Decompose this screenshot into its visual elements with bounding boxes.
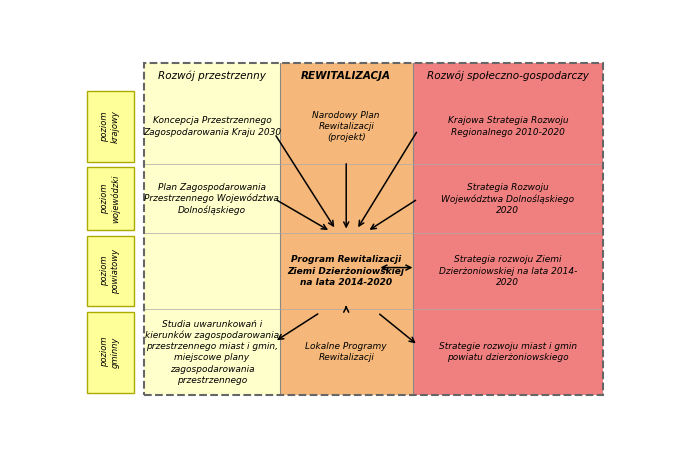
Text: Studia uwarunkowań i
kierunków zagospodarowania
przestrzennego miast i gmin,
mie: Studia uwarunkowań i kierunków zagospoda… [145,320,279,385]
Text: Plan Zagospodarowania
Przestrzennego Województwa
Dolnośląskiego: Plan Zagospodarowania Przestrzennego Woj… [145,183,279,215]
Text: Koncepcja Przestrzennego
Zagospodarowania Kraju 2030: Koncepcja Przestrzennego Zagospodarowani… [143,117,281,137]
FancyBboxPatch shape [87,312,134,392]
Text: Strategia Rozwoju
Województwa Dolnośląskiego
2020: Strategia Rozwoju Województwa Dolnośląsk… [441,183,575,215]
Text: Narodowy Plan
Rewitalizacji
(projekt): Narodowy Plan Rewitalizacji (projekt) [312,111,380,142]
Bar [280,63,413,395]
FancyBboxPatch shape [87,236,134,306]
Text: poziom
krajowy: poziom krajowy [100,110,120,143]
Text: Rozwój przestrzenny: Rozwój przestrzenny [158,70,266,81]
Bar [144,63,280,395]
Text: poziom
powiatowy: poziom powiatowy [100,248,120,293]
Text: Lokalne Programy
Rewitalizacji: Lokalne Programy Rewitalizacji [306,342,387,362]
FancyBboxPatch shape [87,167,134,230]
Bar [413,63,603,395]
Text: Rozwój społeczno-gospodarczy: Rozwój społeczno-gospodarczy [427,70,589,81]
Text: poziom
gminny: poziom gminny [100,337,120,368]
Text: Program Rewitalizacji
Ziemi Dzierżoniowskiej
na lata 2014-2020: Program Rewitalizacji Ziemi Dzierżoniows… [288,256,404,287]
Text: Krajowa Strategia Rozwoju
Regionalnego 2010-2020: Krajowa Strategia Rozwoju Regionalnego 2… [448,117,568,137]
Text: poziom
wojewódzki: poziom wojewódzki [100,175,120,223]
Text: Strategia rozwoju Ziemi
Dzierżoniowskiej na lata 2014-
2020: Strategia rozwoju Ziemi Dzierżoniowskiej… [439,256,577,287]
Text: Strategie rozwoju miast i gmin
powiatu dzierżoniowskiego: Strategie rozwoju miast i gmin powiatu d… [439,342,577,362]
Text: REWITALIZACJA: REWITALIZACJA [302,71,391,81]
FancyBboxPatch shape [87,91,134,162]
